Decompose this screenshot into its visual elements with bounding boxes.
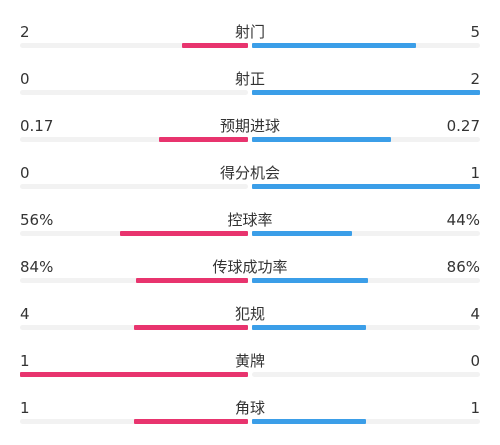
away-value: 0 [470, 352, 480, 370]
stat-label: 黄牌 [234, 352, 265, 370]
away-bar [252, 90, 480, 95]
home-bar-track [20, 231, 248, 236]
stat-label: 射门 [234, 23, 265, 41]
stat-label: 角球 [234, 399, 265, 417]
home-bar-track [20, 325, 248, 330]
stat-row-shots-on-target: 0 射正 2 [0, 69, 500, 116]
stat-label: 得分机会 [219, 164, 280, 182]
home-bar [134, 325, 248, 330]
stat-row-expected-goals: 0.17 预期进球 0.27 [0, 116, 500, 163]
stat-label: 预期进球 [219, 117, 280, 135]
away-bar [252, 184, 480, 189]
home-value: 1 [20, 352, 30, 370]
away-value: 2 [470, 70, 480, 88]
away-bar-track [252, 372, 480, 377]
stat-label: 犯规 [234, 305, 265, 323]
stat-label: 控球率 [227, 211, 273, 229]
away-value: 5 [470, 23, 480, 41]
home-bar-track [20, 90, 248, 95]
away-value: 1 [470, 399, 480, 417]
home-value: 0.17 [20, 117, 54, 135]
home-value: 0 [20, 164, 30, 182]
away-bar-track [252, 419, 480, 424]
stat-row-corners: 1 角球 1 [0, 398, 500, 445]
home-bar [181, 43, 248, 48]
home-value: 84% [20, 258, 54, 276]
home-bar-track [20, 419, 248, 424]
home-bar-track [20, 43, 248, 48]
away-bar-track [252, 278, 480, 283]
stat-row-fouls: 4 犯规 4 [0, 304, 500, 351]
stat-row-scoring-chances: 0 得分机会 1 [0, 163, 500, 210]
away-value: 1 [470, 164, 480, 182]
home-bar [136, 278, 248, 283]
away-bar-track [252, 231, 480, 236]
away-bar-track [252, 137, 480, 142]
away-bar [252, 137, 392, 142]
away-bar [252, 419, 366, 424]
away-bar [252, 231, 353, 236]
home-bar-track [20, 278, 248, 283]
home-bar-track [20, 137, 248, 142]
home-bar-track [20, 372, 248, 377]
home-value: 1 [20, 399, 30, 417]
home-value: 2 [20, 23, 30, 41]
away-bar-track [252, 90, 480, 95]
away-value: 44% [446, 211, 480, 229]
home-bar [20, 372, 248, 377]
home-bar [159, 137, 248, 142]
stat-row-possession: 56% 控球率 44% [0, 210, 500, 257]
home-bar-track [20, 184, 248, 189]
home-value: 4 [20, 305, 30, 323]
away-value: 0.27 [446, 117, 480, 135]
away-bar [252, 325, 366, 330]
away-bar-track [252, 43, 480, 48]
away-value: 4 [470, 305, 480, 323]
away-bar [252, 278, 369, 283]
stat-label: 传球成功率 [212, 258, 288, 276]
away-value: 86% [446, 258, 480, 276]
away-bar-track [252, 184, 480, 189]
home-value: 56% [20, 211, 54, 229]
home-bar [120, 231, 248, 236]
home-bar [134, 419, 248, 424]
home-value: 0 [20, 70, 30, 88]
stat-row-yellow-cards: 1 黄牌 0 [0, 351, 500, 398]
away-bar [252, 43, 417, 48]
stat-label: 射正 [234, 70, 265, 88]
away-bar-track [252, 325, 480, 330]
stat-row-pass-accuracy: 84% 传球成功率 86% [0, 257, 500, 304]
stat-row-shots: 2 射门 5 [0, 22, 500, 69]
